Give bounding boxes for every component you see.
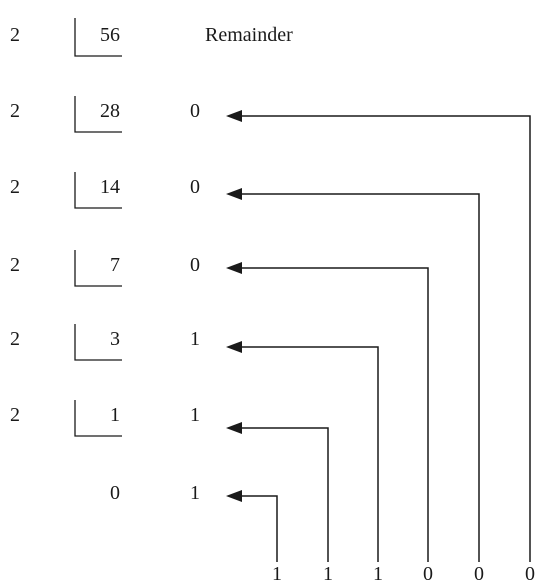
- remainder-header: Remainder: [205, 24, 293, 46]
- division-row: 2 7 0: [10, 250, 200, 287]
- result-bit: 0: [525, 563, 535, 585]
- division-bracket: [74, 18, 122, 57]
- result-bit: 1: [373, 563, 383, 585]
- dividend-value: 28: [100, 100, 120, 122]
- arrowhead: [226, 341, 242, 353]
- dividend-value: 7: [110, 254, 120, 276]
- division-bracket: [74, 324, 122, 361]
- result-bit: 0: [474, 563, 484, 585]
- remainder-value: 0: [190, 176, 200, 198]
- remainder-value: 1: [190, 404, 200, 426]
- arrowhead: [226, 422, 242, 434]
- dividend-value: 0: [110, 482, 120, 504]
- binary-result: 1 1 1 0 0 0: [272, 563, 535, 585]
- divisor-label: 2: [10, 254, 20, 276]
- result-bit: 1: [323, 563, 333, 585]
- division-bracket: [74, 172, 122, 209]
- arrow-line: [240, 267, 429, 562]
- result-bit: 1: [272, 563, 282, 585]
- division-bracket: [74, 250, 122, 287]
- arrow-line: [240, 495, 278, 562]
- dividend-value: 56: [100, 24, 120, 46]
- arrowhead: [226, 490, 242, 502]
- dividend-value: 14: [100, 176, 120, 198]
- arrow-line: [240, 346, 379, 562]
- remainder-arrows: [226, 110, 531, 562]
- division-row: 2 1 1: [10, 400, 200, 437]
- remainder-value: 1: [190, 328, 200, 350]
- arrow-line: [240, 193, 480, 562]
- division-row: 0 1: [110, 482, 200, 504]
- division-row: 2 28 0: [10, 96, 200, 133]
- remainder-value: 0: [190, 100, 200, 122]
- arrowhead: [226, 188, 242, 200]
- divisor-label: 2: [10, 100, 20, 122]
- dividend-value: 3: [110, 328, 120, 350]
- remainder-value: 0: [190, 254, 200, 276]
- arrow-line: [240, 427, 329, 562]
- divisor-label: 2: [10, 328, 20, 350]
- result-bit: 0: [423, 563, 433, 585]
- division-row: 2 3 1: [10, 324, 200, 361]
- division-bracket: [74, 96, 122, 133]
- arrow-line: [240, 115, 531, 562]
- arrowhead: [226, 262, 242, 274]
- divisor-label: 2: [10, 404, 20, 426]
- divisor-label: 2: [10, 24, 20, 46]
- remainder-value: 1: [190, 482, 200, 504]
- division-row: 2 56 Remainder: [10, 18, 293, 57]
- divisor-label: 2: [10, 176, 20, 198]
- division-bracket: [74, 400, 122, 437]
- dividend-value: 1: [110, 404, 120, 426]
- division-row: 2 14 0: [10, 172, 200, 209]
- arrowhead: [226, 110, 242, 122]
